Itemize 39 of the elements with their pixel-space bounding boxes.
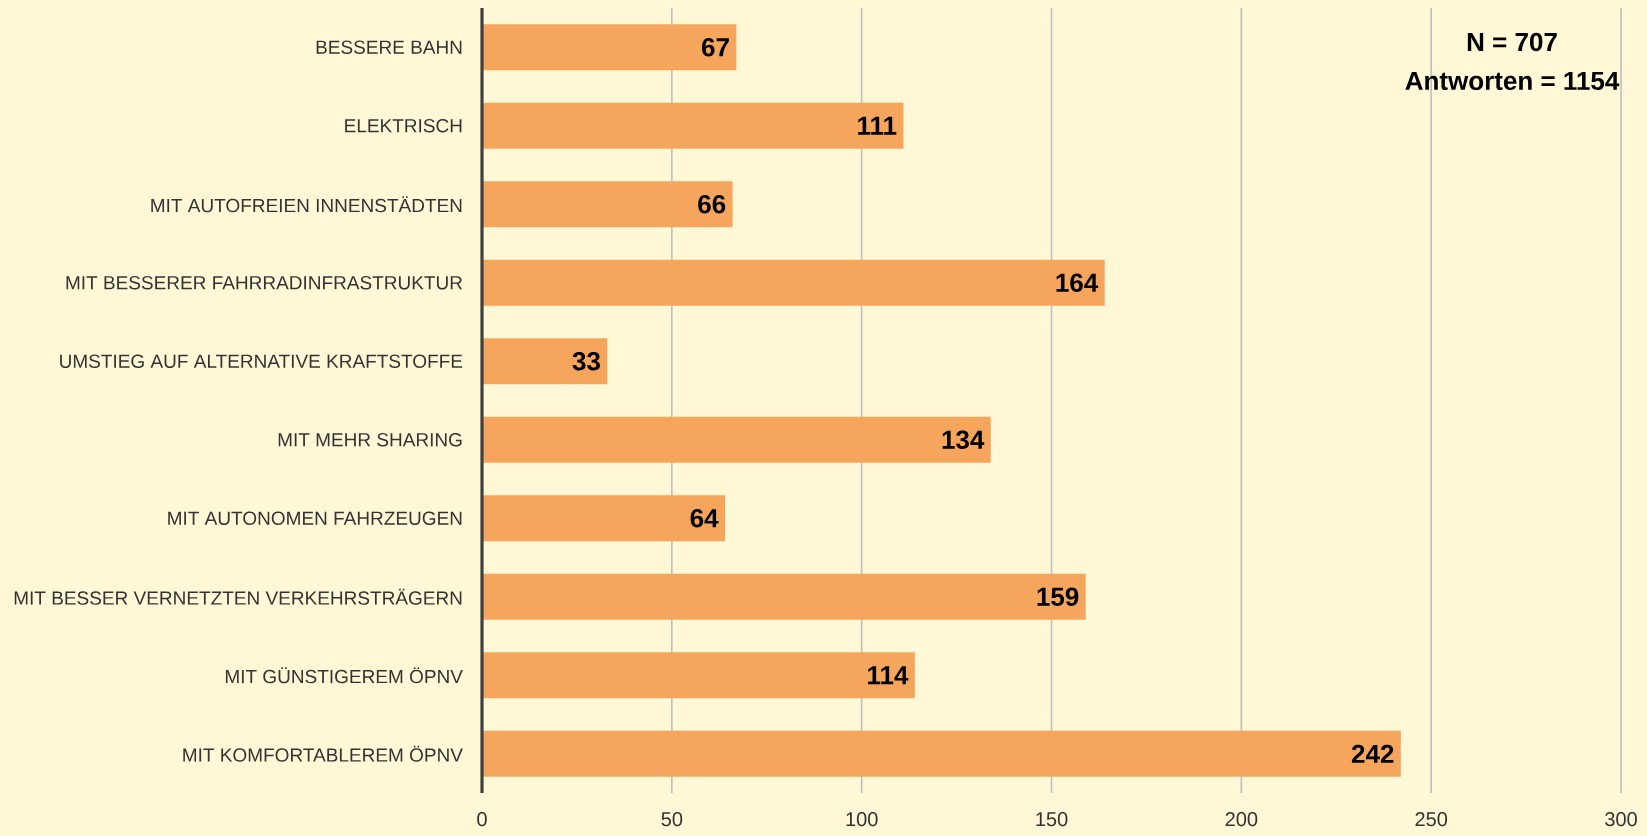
x-tick-label: 150 bbox=[1036, 812, 1068, 827]
data-label: 114 bbox=[868, 666, 909, 685]
bar bbox=[482, 259, 1105, 306]
x-tick-label: 0 bbox=[477, 812, 487, 827]
data-label: 242 bbox=[1351, 744, 1394, 763]
bar bbox=[482, 102, 904, 149]
y-tick-label: MIT AUTONOMEN FAHRZEUGEN bbox=[168, 511, 462, 525]
x-tick-label: 200 bbox=[1225, 812, 1258, 827]
annotation: N = 707 bbox=[1467, 32, 1557, 52]
y-tick-label: MIT BESSERER FAHRRADINFRASTRUKTUR bbox=[66, 276, 463, 290]
y-tick-label: ELEKTRISCH bbox=[345, 119, 462, 133]
annotation: Antworten = 1154 bbox=[1405, 71, 1620, 91]
bar bbox=[482, 24, 737, 71]
x-tick-label: 100 bbox=[846, 812, 878, 827]
y-tick-label: MIT GÜNSTIGEREM ÖPNV bbox=[225, 667, 463, 684]
y-tick-label: MIT BESSER VERNETZTEN VERKEHRSTRÄGERN bbox=[14, 588, 462, 605]
bar bbox=[482, 573, 1086, 620]
y-tick-label: MIT KOMFORTABLEREM ÖPNV bbox=[183, 745, 463, 762]
x-tick-label: 300 bbox=[1605, 812, 1637, 827]
data-label: 134 bbox=[942, 430, 985, 449]
data-label: 111 bbox=[858, 116, 897, 135]
bar bbox=[482, 338, 608, 385]
data-label: 33 bbox=[572, 352, 600, 371]
data-label: 164 bbox=[1056, 273, 1099, 292]
y-tick-label: UMSTIEG AUF ALTERNATIVE KRAFTSTOFFE bbox=[60, 354, 463, 368]
bar bbox=[482, 181, 733, 228]
bar bbox=[482, 652, 915, 699]
y-tick-label: BESSERE BAHN bbox=[316, 40, 462, 54]
data-label: 159 bbox=[1037, 587, 1079, 606]
y-tick-label: MIT AUTOFREIEN INNENSTÄDTEN bbox=[151, 196, 462, 213]
bar bbox=[482, 416, 991, 463]
data-label: 64 bbox=[690, 509, 719, 528]
data-label: 67 bbox=[702, 38, 729, 57]
bar bbox=[482, 495, 725, 542]
x-tick-label: 50 bbox=[661, 812, 683, 827]
y-tick-label: MIT MEHR SHARING bbox=[278, 433, 462, 447]
x-tick-label: 250 bbox=[1415, 812, 1448, 827]
bar bbox=[482, 730, 1401, 777]
data-label: 66 bbox=[698, 195, 726, 214]
